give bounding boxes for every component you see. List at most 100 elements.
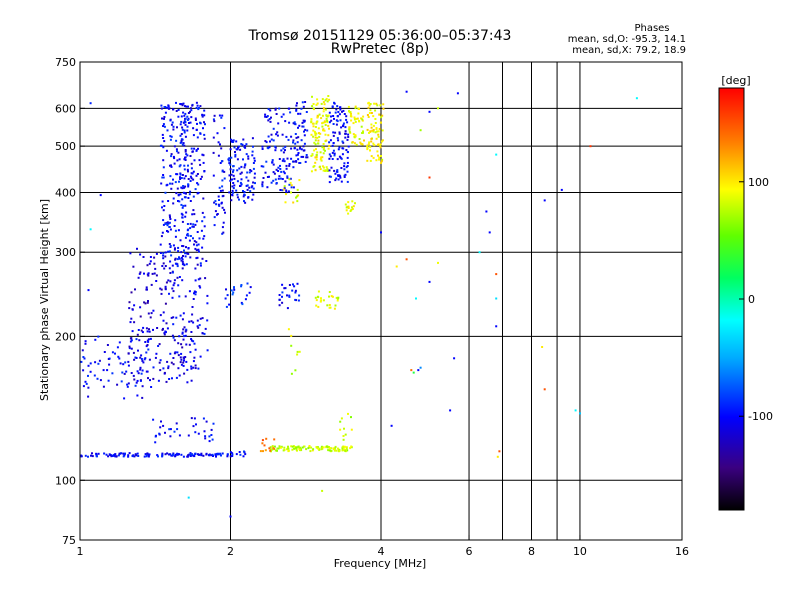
echo-point xyxy=(182,204,185,207)
echo-point xyxy=(194,188,197,191)
echo-point xyxy=(333,169,336,172)
echo-point xyxy=(315,156,318,158)
echo-point xyxy=(340,157,343,160)
echo-point xyxy=(293,447,295,450)
echo-point xyxy=(345,118,348,121)
echo-point xyxy=(272,171,275,174)
echo-point xyxy=(175,422,178,425)
echo-point xyxy=(266,115,269,118)
echo-point xyxy=(192,360,195,363)
echo-point xyxy=(195,423,197,426)
echo-point xyxy=(323,103,326,106)
echo-point xyxy=(314,136,317,139)
echo-point xyxy=(149,379,151,382)
echo-point xyxy=(184,255,187,258)
echo-point xyxy=(183,264,186,267)
echo-point xyxy=(199,163,202,166)
echo-point xyxy=(158,343,161,346)
echo-point xyxy=(320,297,322,300)
echo-point xyxy=(170,164,172,167)
echo-point xyxy=(354,202,356,205)
echo-point xyxy=(177,284,180,287)
echo-point xyxy=(157,455,159,458)
echo-point xyxy=(166,129,169,132)
echo-point xyxy=(186,129,189,132)
echo-point xyxy=(231,189,234,192)
echo-point xyxy=(377,135,380,138)
echo-point xyxy=(157,379,160,382)
echo-point xyxy=(275,133,278,136)
echo-point xyxy=(185,263,188,266)
echo-point xyxy=(282,170,285,173)
echo-point xyxy=(333,117,335,120)
echo-point xyxy=(187,197,190,199)
echo-point xyxy=(84,454,87,457)
echo-point xyxy=(276,134,279,137)
echo-point xyxy=(106,369,109,372)
echo-point xyxy=(336,137,339,140)
echo-point xyxy=(99,194,102,197)
echo-point xyxy=(287,138,290,141)
echo-point xyxy=(87,455,89,458)
echo-point xyxy=(378,158,380,161)
echo-point xyxy=(223,177,226,180)
echo-point xyxy=(243,144,246,147)
echo-point xyxy=(276,131,279,134)
echo-point xyxy=(136,452,139,455)
echo-point xyxy=(244,164,247,167)
echo-point xyxy=(198,237,201,240)
echo-point xyxy=(349,210,352,212)
echo-point xyxy=(229,148,232,151)
echo-point xyxy=(374,131,377,134)
echo-point xyxy=(181,206,184,209)
echo-point xyxy=(155,252,158,255)
echo-point xyxy=(315,153,318,156)
echo-point xyxy=(185,246,187,249)
echo-point xyxy=(190,167,193,170)
echo-point xyxy=(219,452,222,455)
echo-point xyxy=(204,277,207,280)
echo-point xyxy=(163,333,166,336)
echo-point xyxy=(272,179,275,182)
echo-point xyxy=(102,385,105,388)
echo-point xyxy=(228,159,231,162)
echo-point xyxy=(188,453,191,456)
echo-point xyxy=(180,133,183,135)
echo-point xyxy=(317,447,320,450)
echo-point xyxy=(328,447,331,450)
echo-point xyxy=(197,367,200,370)
echo-point xyxy=(184,135,187,138)
echo-point xyxy=(305,448,308,451)
echo-point xyxy=(181,198,184,201)
echo-point xyxy=(212,455,214,457)
echo-point xyxy=(163,372,166,375)
echo-point xyxy=(191,213,194,216)
echo-point xyxy=(321,489,324,492)
echo-point xyxy=(195,174,198,177)
echo-point xyxy=(184,295,187,298)
echo-point xyxy=(309,450,312,453)
echo-point xyxy=(405,90,408,93)
echo-point xyxy=(375,137,378,140)
echo-point xyxy=(273,145,276,148)
colorbar-tick-label: 100 xyxy=(748,176,769,189)
echo-point xyxy=(232,291,235,294)
echo-point xyxy=(198,324,201,327)
echo-point xyxy=(299,162,302,164)
echo-point xyxy=(279,177,282,180)
echo-point xyxy=(180,453,183,456)
echo-point xyxy=(318,448,321,451)
echo-point xyxy=(369,159,372,162)
echo-point xyxy=(346,449,349,452)
echo-point xyxy=(199,264,202,267)
echo-point xyxy=(345,166,348,169)
echo-point xyxy=(217,195,220,198)
echo-point xyxy=(174,219,177,222)
echo-point xyxy=(139,271,142,274)
echo-point xyxy=(166,223,169,226)
echo-point xyxy=(184,150,187,153)
echo-point xyxy=(264,449,267,452)
echo-point xyxy=(229,515,232,518)
echo-point xyxy=(215,455,217,458)
echo-point xyxy=(296,350,299,353)
